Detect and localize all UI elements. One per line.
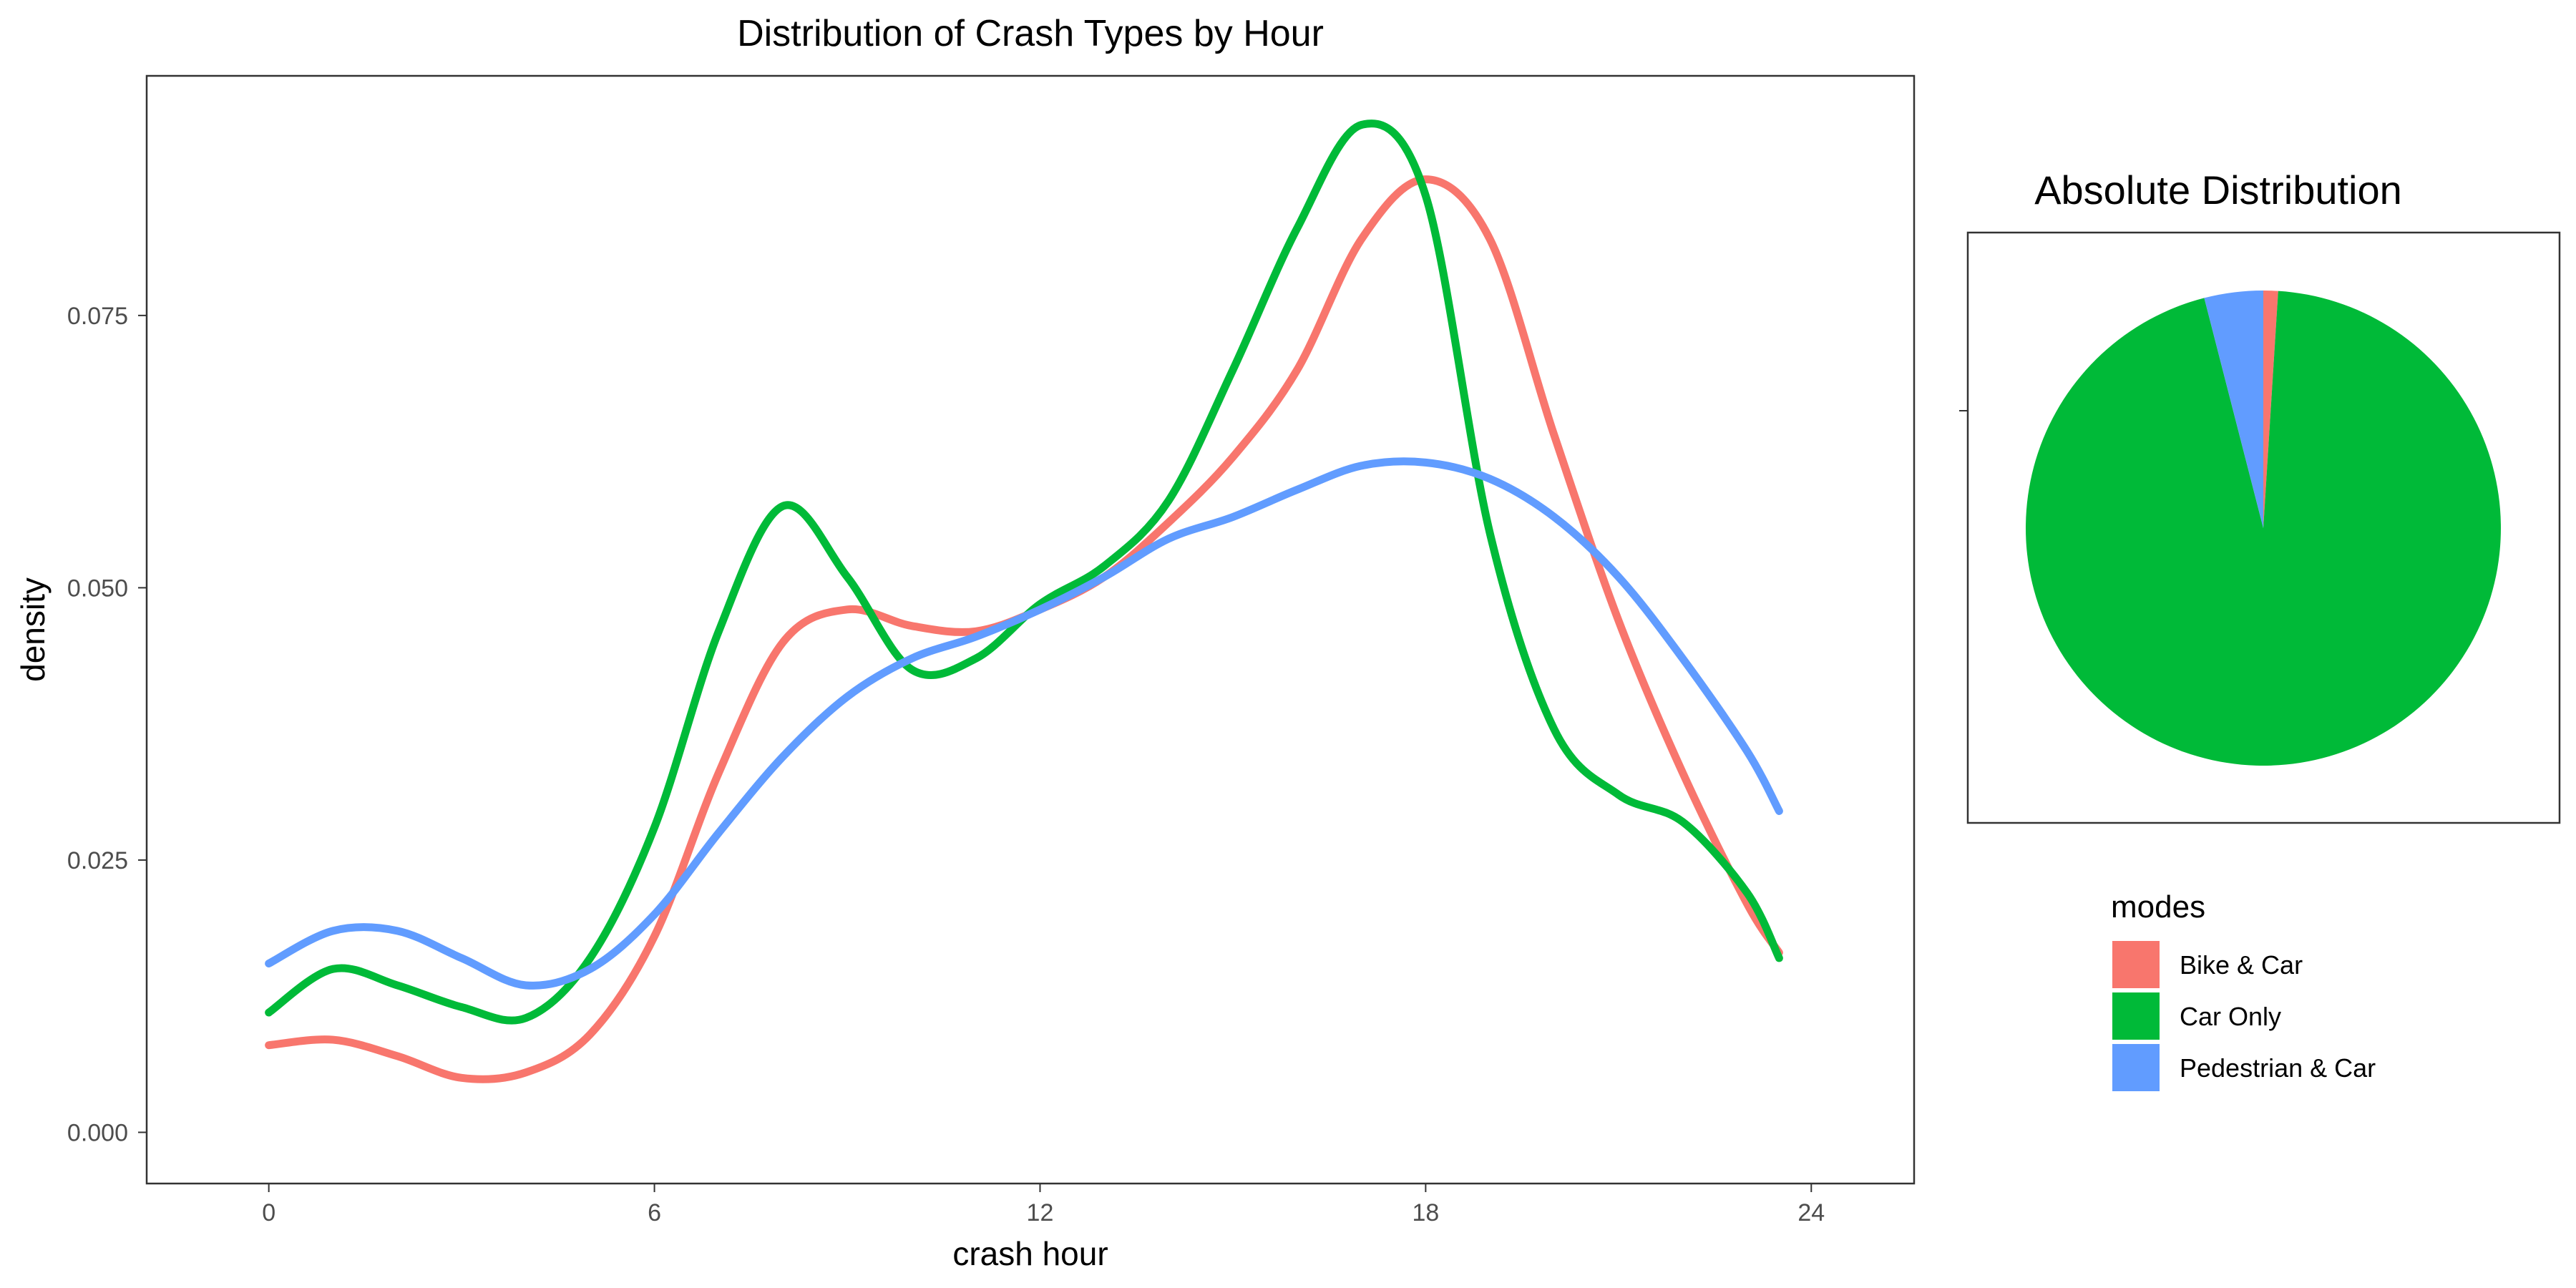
density-plot-panel (145, 74, 1916, 1185)
pie-plot-panel (1966, 231, 2561, 824)
pie-chart-title: Absolute Distribution (2034, 167, 2402, 213)
y-tick-label: 0.075 (67, 303, 128, 330)
legend-swatch-pedestrian-car (2112, 1044, 2160, 1091)
series-line-pedestrian-car (265, 457, 1783, 990)
pie-slice-car-only (2026, 291, 2501, 766)
legend-label-car-only: Car Only (2180, 1002, 2281, 1031)
density-chart: Distribution of Crash Types by Hour 0 6 12… (14, 13, 1916, 1272)
legend-items: Bike & Car Car Only Pedestrian & Car (2112, 941, 2376, 1091)
pie-slice-pedestrian-car (2204, 291, 2263, 528)
x-tick-label: 6 (648, 1199, 661, 1226)
y-tick-label: 0.000 (67, 1119, 128, 1146)
x-tick-label: 18 (1412, 1199, 1439, 1226)
pie-slices (2026, 291, 2501, 766)
x-tick-label: 24 (1797, 1199, 1825, 1226)
pie-chart: Absolute Distribution (1959, 167, 2561, 824)
x-tick-label: 12 (1027, 1199, 1054, 1226)
pie-slice-bike-car (2263, 291, 2278, 528)
legend-title: modes (2111, 889, 2205, 924)
density-series (265, 119, 1783, 1083)
x-tick-label: 0 (262, 1199, 275, 1226)
density-chart-title: Distribution of Crash Types by Hour (737, 13, 1324, 54)
legend-swatch-car-only (2112, 992, 2160, 1040)
legend-swatch-bike-car (2112, 941, 2160, 988)
density-axis-ticks: 0 6 12 18 24 0.000 0.025 0.050 0.075 (67, 303, 1825, 1226)
x-axis-title: crash hour (952, 1235, 1108, 1272)
y-axis-title: density (14, 577, 52, 682)
y-tick-label: 0.025 (67, 847, 128, 874)
legend-label-pedestrian-car: Pedestrian & Car (2180, 1053, 2376, 1083)
y-tick-label: 0.050 (67, 575, 128, 602)
legend: modes Bike & Car Car Only Pedestrian & Car (2111, 889, 2376, 1091)
legend-label-bike-car: Bike & Car (2180, 950, 2303, 980)
